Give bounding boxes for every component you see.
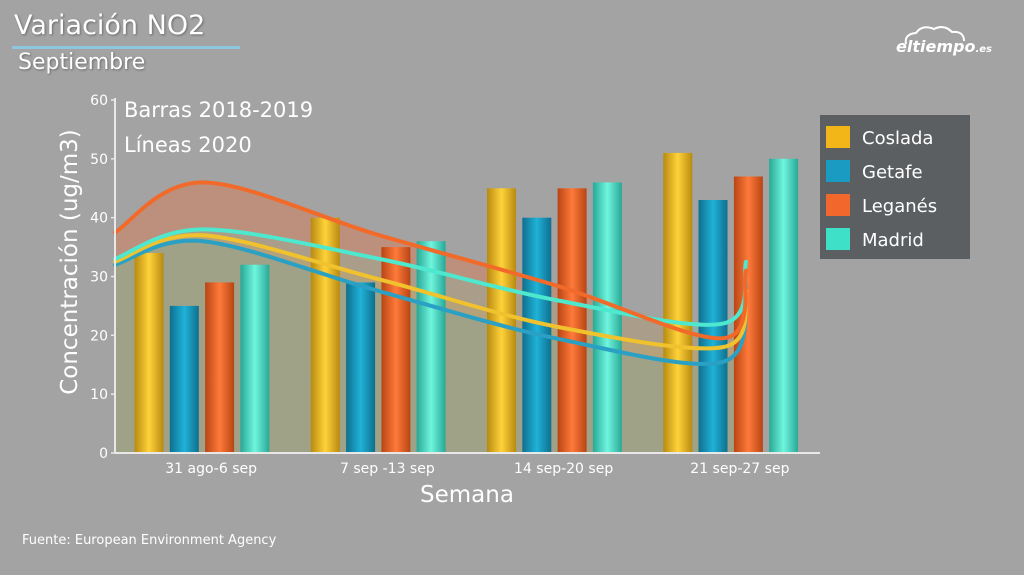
axes-layer: 0 10 20 30 40 50 60 31 ago-6 sep 7 sep -13 sep 14… — [57, 93, 820, 508]
svg-text:eltiempo.es: eltiempo.es — [896, 37, 992, 56]
logo-text: eltiempo — [896, 37, 975, 56]
y-tick-label: 60 — [90, 93, 108, 109]
x-axis-label: Semana — [420, 482, 514, 508]
line-getafe-2020 — [113, 238, 748, 366]
legend: Coslada Getafe Leganés Madrid — [820, 115, 970, 259]
eltiempo-logo: eltiempo.es — [896, 26, 992, 56]
legend-swatch-coslada — [826, 126, 850, 148]
annotation-lines-year: Líneas 2020 — [124, 133, 252, 157]
y-tick-label: 10 — [90, 387, 108, 403]
page-title: Variación NO2 — [14, 10, 206, 41]
legend-label-getafe: Getafe — [862, 162, 923, 183]
bar-getafe-1 — [346, 282, 376, 453]
page-subtitle: Septiembre — [18, 50, 146, 75]
bar-madrid-3 — [769, 158, 799, 454]
bar-madrid-2 — [592, 182, 622, 453]
line-layer — [113, 180, 748, 366]
bar-coslada-1 — [310, 217, 340, 453]
y-tick-label: 40 — [90, 211, 108, 227]
line-leganes-2020 — [113, 180, 748, 341]
x-tick-label: 21 sep-27 sep — [690, 461, 789, 477]
legend-label-leganes: Leganés — [862, 196, 937, 217]
y-tick-label: 50 — [90, 152, 108, 168]
y-tick-label: 20 — [90, 328, 108, 344]
y-tick-label: 30 — [90, 270, 108, 286]
annotation-layer: Barras 2018-2019 Líneas 2020 — [124, 98, 313, 157]
x-tick-label: 7 sep -13 sep — [340, 461, 435, 477]
cloud-icon — [904, 26, 965, 45]
bar-madrid-0 — [240, 264, 270, 453]
legend-swatch-leganes — [826, 194, 850, 216]
y-axis-label: Concentración (ug/m3) — [57, 129, 83, 395]
source-note: Fuente: European Environment Agency — [22, 533, 277, 548]
title-underline — [12, 46, 240, 49]
x-tick-label: 14 sep-20 sep — [514, 461, 613, 477]
legend-swatch-madrid — [826, 228, 850, 250]
bar-leganes-2 — [557, 188, 587, 454]
logo-suffix: .es — [975, 44, 992, 55]
legend-label-madrid: Madrid — [862, 230, 924, 251]
legend-swatch-getafe — [826, 160, 850, 182]
y-tick-label: 0 — [99, 446, 108, 462]
x-tick-label: 31 ago-6 sep — [165, 461, 257, 477]
bar-coslada-0 — [134, 253, 164, 453]
legend-label-coslada: Coslada — [862, 128, 933, 149]
bar-leganes-0 — [205, 282, 235, 453]
line-madrid-2020 — [113, 227, 748, 327]
bar-getafe-0 — [169, 305, 199, 453]
bar-coslada-3 — [663, 152, 693, 453]
line-coslada-2020 — [113, 233, 748, 351]
bar-madrid-1 — [416, 241, 446, 453]
bar-leganes-1 — [381, 247, 411, 453]
annotation-bars-years: Barras 2018-2019 — [124, 98, 313, 122]
bar-layer — [134, 152, 799, 454]
